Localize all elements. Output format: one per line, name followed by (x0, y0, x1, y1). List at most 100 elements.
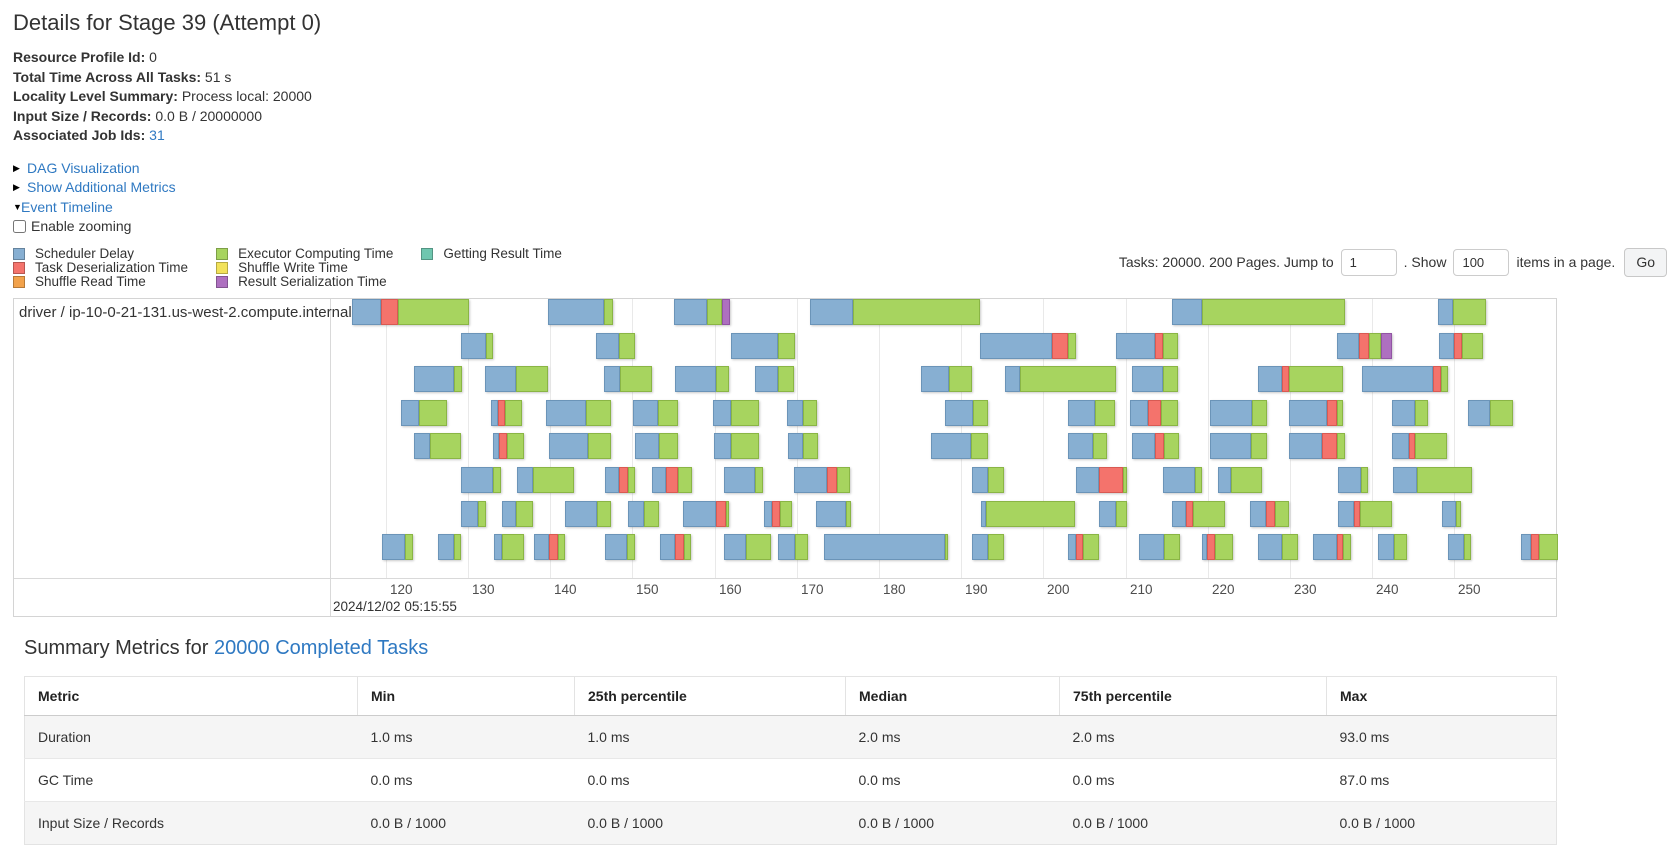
task-bar[interactable] (1099, 500, 1127, 527)
task-bar[interactable] (549, 432, 611, 459)
task-bar[interactable] (794, 466, 850, 493)
task-bar[interactable] (401, 399, 447, 426)
task-bar[interactable] (1362, 365, 1448, 392)
task-bar[interactable] (461, 332, 493, 359)
task-bar[interactable] (1289, 432, 1345, 459)
job-id-link[interactable]: 31 (145, 127, 165, 143)
task-bar[interactable] (565, 500, 611, 527)
task-bar[interactable] (1202, 533, 1233, 560)
task-bar[interactable] (714, 432, 759, 459)
task-bar[interactable] (1163, 466, 1202, 493)
task-bar[interactable] (1068, 399, 1115, 426)
task-bar[interactable] (1132, 365, 1178, 392)
task-bar[interactable] (755, 365, 794, 392)
task-bar[interactable] (945, 399, 988, 426)
task-bar[interactable] (810, 298, 980, 325)
task-bar[interactable] (1338, 466, 1368, 493)
task-bar[interactable] (491, 399, 522, 426)
task-bar[interactable] (660, 533, 691, 560)
accordion-link-dag-visualization[interactable]: DAG Visualization (27, 159, 140, 176)
task-bar[interactable] (1448, 533, 1471, 560)
task-bar[interactable] (980, 332, 1076, 359)
task-bar[interactable] (787, 399, 817, 426)
task-bar[interactable] (1130, 399, 1178, 426)
task-bar[interactable] (674, 298, 730, 325)
task-bar[interactable] (921, 365, 972, 392)
task-bar[interactable] (604, 365, 652, 392)
task-bar[interactable] (1393, 466, 1472, 493)
task-bar[interactable] (1139, 533, 1180, 560)
task-bar[interactable] (1116, 332, 1178, 359)
completed-tasks-link[interactable]: 20000 Completed Tasks (214, 636, 429, 659)
task-bar[interactable] (494, 533, 524, 560)
task-bar[interactable] (1210, 432, 1267, 459)
task-bar[interactable] (438, 533, 461, 560)
task-bar[interactable] (972, 466, 1004, 493)
task-bar[interactable] (1521, 533, 1558, 560)
task-bar[interactable] (548, 298, 613, 325)
task-bar[interactable] (493, 432, 524, 459)
task-bar[interactable] (788, 432, 818, 459)
task-bar[interactable] (534, 533, 565, 560)
task-bar[interactable] (675, 365, 729, 392)
task-bar[interactable] (724, 466, 763, 493)
task-bar[interactable] (352, 298, 469, 325)
task-bar[interactable] (596, 332, 635, 359)
task-bar[interactable] (1068, 432, 1107, 459)
task-bar[interactable] (1378, 533, 1407, 560)
task-bar[interactable] (1439, 332, 1483, 359)
task-bar[interactable] (605, 466, 635, 493)
task-bar[interactable] (931, 432, 988, 459)
task-bar[interactable] (633, 399, 678, 426)
task-bar[interactable] (414, 365, 462, 392)
task-bar[interactable] (764, 500, 792, 527)
task-bar[interactable] (628, 500, 659, 527)
task-bar[interactable] (981, 500, 1075, 527)
task-bar[interactable] (485, 365, 548, 392)
task-bar[interactable] (1132, 432, 1179, 459)
task-bar[interactable] (1313, 533, 1351, 560)
task-bar[interactable] (824, 533, 948, 560)
task-bar[interactable] (731, 332, 795, 359)
task-bar[interactable] (635, 432, 678, 459)
task-bar[interactable] (1076, 466, 1127, 493)
task-bar[interactable] (1068, 533, 1099, 560)
task-bar[interactable] (517, 466, 574, 493)
task-bar[interactable] (652, 466, 692, 493)
task-bar[interactable] (1005, 365, 1116, 392)
items-per-page-input[interactable] (1453, 248, 1510, 276)
task-bar[interactable] (605, 533, 635, 560)
accordion-link-show-additional-metrics[interactable]: Show Additional Metrics (27, 179, 176, 195)
task-bar[interactable] (1337, 332, 1392, 359)
task-bar[interactable] (972, 533, 1004, 560)
task-bar[interactable] (816, 500, 851, 527)
task-bar[interactable] (461, 500, 486, 527)
task-bar[interactable] (1392, 399, 1428, 426)
task-bar[interactable] (1392, 432, 1447, 459)
task-bar[interactable] (713, 399, 759, 426)
task-bar[interactable] (1250, 500, 1289, 527)
task-bar[interactable] (1210, 399, 1267, 426)
task-bar[interactable] (461, 466, 501, 493)
task-bar[interactable] (1258, 365, 1343, 392)
task-bar[interactable] (546, 399, 611, 426)
task-bar[interactable] (1468, 399, 1513, 426)
task-bar[interactable] (382, 533, 413, 560)
go-button[interactable]: Go (1624, 247, 1667, 277)
task-bar[interactable] (1438, 298, 1486, 325)
task-bar[interactable] (683, 500, 729, 527)
task-bar[interactable] (778, 533, 808, 560)
task-bar[interactable] (1218, 466, 1262, 493)
accordion-link-event-timeline[interactable]: Event Timeline (21, 198, 113, 215)
task-bar[interactable] (1338, 500, 1392, 527)
task-bar[interactable] (724, 533, 771, 560)
task-bar[interactable] (414, 432, 461, 459)
task-bar[interactable] (1258, 533, 1298, 560)
jump-to-page-input[interactable] (1340, 248, 1397, 276)
task-bar[interactable] (1289, 399, 1343, 426)
task-bar[interactable] (1172, 500, 1225, 527)
task-bar[interactable] (502, 500, 533, 527)
task-bar[interactable] (1442, 500, 1461, 527)
task-bar[interactable] (1172, 298, 1345, 325)
enable-zooming-checkbox[interactable] (13, 219, 26, 233)
